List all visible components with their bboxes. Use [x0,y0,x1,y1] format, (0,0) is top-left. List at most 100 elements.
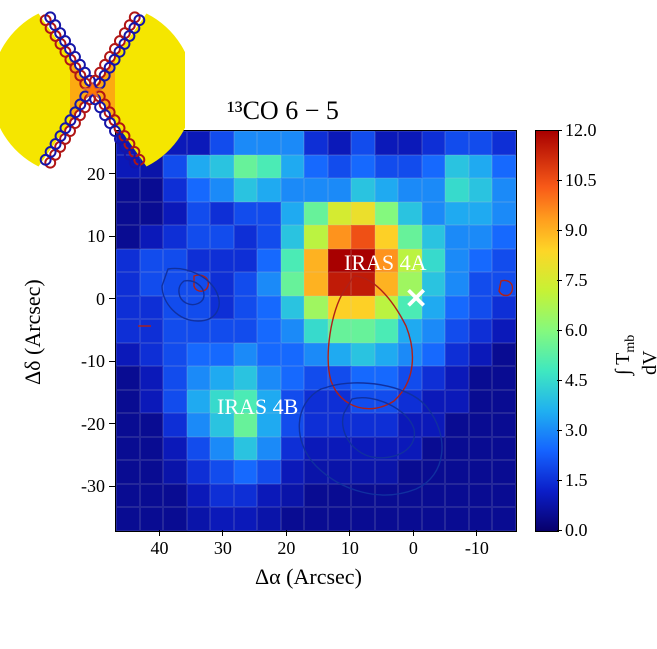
heatmap-cell [257,437,281,461]
heatmap-cell [116,343,140,367]
x-tick [476,530,477,536]
heatmap-cell [445,343,469,367]
y-tick-label: -30 [65,476,105,497]
heatmap-cell [163,178,187,202]
heatmap-cell [422,178,446,202]
heatmap-cell [234,437,258,461]
colorbar [535,130,559,532]
heatmap-cell [210,155,234,179]
heatmap-cell [187,225,211,249]
heatmap-cell [187,155,211,179]
x-tick-label: 40 [139,538,179,559]
heatmap-cell [304,319,328,343]
heatmap-cell [116,366,140,390]
heatmap-cell [187,437,211,461]
heatmap-cell [398,178,422,202]
heatmap-cell [469,390,493,414]
heatmap-cell [116,484,140,508]
heatmap-cell [163,319,187,343]
heatmap-cell [163,296,187,320]
heatmap-cell [234,155,258,179]
heatmap-cell [445,366,469,390]
heatmap-cell [328,507,352,531]
x-tick [159,530,160,536]
colorbar-tick [557,530,562,531]
heatmap-cell [163,249,187,273]
y-tick [109,423,115,424]
heatmap-cell [234,131,258,155]
heatmap-cell [469,225,493,249]
heatmap-cell [492,249,516,273]
x-tick-label: 0 [393,538,433,559]
colorbar-tick [557,480,562,481]
heatmap-cell [257,319,281,343]
heatmap-cell [351,507,375,531]
colorbar-tick-label: 4.5 [565,370,588,391]
heatmap-cell [210,225,234,249]
x-tick [222,530,223,536]
heatmap-cell [375,366,399,390]
heatmap-cell [304,343,328,367]
heatmap-cell [398,437,422,461]
heatmap-cell [492,155,516,179]
heatmap-cell [469,202,493,226]
colorbar-tick-label: 9.0 [565,220,588,241]
cartoon-inset [0,0,185,180]
x-tick-label: -10 [457,538,497,559]
heatmap-cell [328,390,352,414]
heatmap-cell [281,437,305,461]
heatmap-cell [304,413,328,437]
heatmap-cell [304,460,328,484]
heatmap-cell [351,366,375,390]
heatmap-cell [469,343,493,367]
heatmap-cell [187,460,211,484]
heatmap-cell [422,484,446,508]
y-tick [109,361,115,362]
heatmap-cell [422,460,446,484]
heatmap-cell [304,296,328,320]
source-marker: ✕ [404,282,427,316]
colorbar-tick [557,130,562,131]
x-tick-label: 10 [330,538,370,559]
heatmap-cell [187,343,211,367]
y-tick [109,486,115,487]
x-tick [413,530,414,536]
heatmap-cell [140,225,164,249]
heatmap-cell [140,437,164,461]
heatmap-cell [163,390,187,414]
heatmap-cell [234,249,258,273]
heatmap-cell [140,319,164,343]
heatmap-cell [422,390,446,414]
heatmap-cell [422,437,446,461]
heatmap-cell [304,272,328,296]
heatmap-cell [469,366,493,390]
colorbar-label: ∫ Tmb dV [612,330,657,375]
y-tick [109,298,115,299]
heatmap-cell [445,413,469,437]
heatmap-cell [304,202,328,226]
heatmap-cell [351,296,375,320]
heatmap-cell [398,155,422,179]
heatmap-cell [422,343,446,367]
heatmap-cell [328,131,352,155]
heatmap-cell [351,437,375,461]
heatmap-cell [304,225,328,249]
heatmap-cell [257,155,281,179]
heatmap-cell [257,131,281,155]
heatmap-cell [445,178,469,202]
heatmap-cell [422,225,446,249]
heatmap-cell [140,390,164,414]
heatmap-cell [257,225,281,249]
heatmap-cell [469,155,493,179]
heatmap-cell [257,484,281,508]
heatmap-cell [492,272,516,296]
heatmap-cell [163,460,187,484]
heatmap-cell [210,343,234,367]
heatmap-cell [140,460,164,484]
heatmap-cell [304,484,328,508]
heatmap-cell [328,296,352,320]
heatmap-cell [375,507,399,531]
heatmap-cell [328,343,352,367]
heatmap-cell [210,272,234,296]
heatmap-cell [163,202,187,226]
